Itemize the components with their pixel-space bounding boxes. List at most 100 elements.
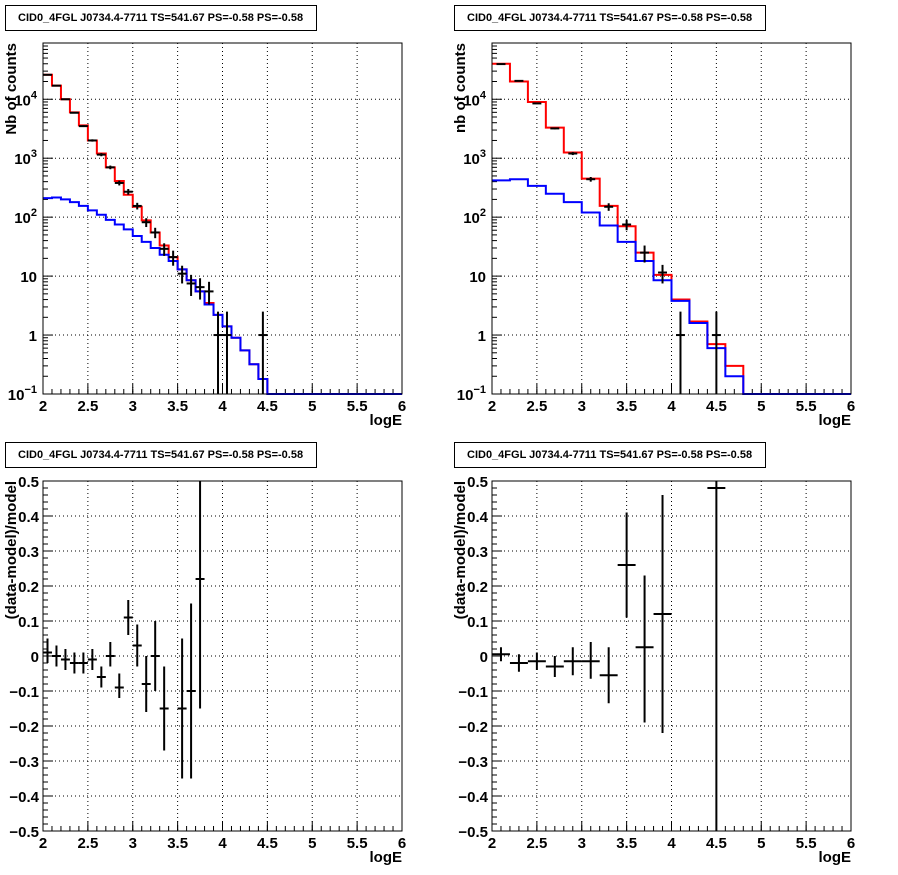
x-tick-label: 2.5 — [526, 398, 547, 415]
data-point — [96, 666, 106, 688]
data-point — [69, 111, 79, 114]
data-point — [132, 202, 142, 210]
data-point — [496, 63, 506, 66]
y-tick-label: 102 — [463, 207, 486, 227]
x-tick-label: 4 — [667, 398, 676, 415]
x-tick-label: 3 — [578, 398, 586, 415]
data-point — [204, 281, 214, 305]
y-tick-label: 0.2 — [467, 579, 488, 596]
data-point — [622, 219, 632, 231]
x-tick-label: 3 — [129, 835, 137, 852]
plot-frame — [491, 42, 852, 395]
data-point — [60, 98, 70, 101]
chart-panel-1: 2 2.5 3 3.5 4 4.5 5 5.5 6 10−1 1 10 102 103 104 logE nb … — [452, 42, 855, 429]
x-tick-label: 5.5 — [796, 835, 817, 852]
plot-frame — [491, 480, 852, 832]
data-point — [568, 152, 578, 156]
x-tick-label: 5.5 — [796, 398, 817, 415]
data-point — [635, 575, 654, 723]
data-point — [258, 311, 268, 394]
data-point — [186, 603, 196, 779]
x-tick-label: 2.5 — [77, 398, 98, 415]
y-tick-label: 0.3 — [467, 544, 488, 561]
y-tick-label: 0.1 — [18, 614, 39, 631]
x-tick-label: 2.5 — [77, 835, 98, 852]
data-point — [711, 311, 721, 394]
x-tick-label: 4.5 — [706, 835, 727, 852]
y-tick-label: −0.3 — [458, 754, 488, 771]
y-tick-label: 10 — [20, 269, 37, 286]
data-point — [87, 649, 97, 670]
y-tick-label: 0.4 — [467, 509, 489, 526]
x-tick-label: 3.5 — [616, 398, 637, 415]
data-point — [527, 652, 546, 670]
y-tick-label: 104 — [463, 89, 487, 109]
data-point — [604, 203, 614, 211]
x-tick-label: 4 — [218, 835, 227, 852]
data-point — [186, 274, 196, 296]
data-point — [675, 311, 685, 394]
series-total-model — [492, 62, 851, 395]
data-point — [78, 652, 88, 674]
x-tick-label: 6 — [398, 835, 406, 852]
data-point — [532, 102, 542, 105]
panel-title-bottom-right: CID0_4FGL J0734.4-7711 TS=541.67 PS=-0.5… — [454, 442, 766, 468]
x-tick-label: 3.5 — [167, 398, 188, 415]
y-tick-label: −0.1 — [458, 684, 488, 701]
data-point — [563, 647, 582, 676]
y-tick-label: 0.4 — [18, 509, 40, 526]
data-point — [640, 245, 650, 263]
data-point — [222, 311, 232, 394]
data-point — [509, 654, 528, 672]
panel-title-bottom-left: CID0_4FGL J0734.4-7711 TS=541.67 PS=-0.5… — [5, 442, 317, 468]
data-point — [514, 79, 524, 82]
chart-panel-0: 2 2.5 3 3.5 4 4.5 5 5.5 6 10−1 1 10 102 103 104 logE Nb … — [3, 42, 406, 429]
data-point — [69, 652, 79, 674]
y-tick-label: 103 — [463, 148, 486, 168]
data-point — [177, 265, 187, 284]
data-point — [586, 176, 596, 182]
data-point — [617, 512, 636, 618]
y-axis-label: (data-model)/model — [452, 481, 469, 619]
y-tick-label: −0.3 — [9, 754, 39, 771]
y-tick-label: −0.4 — [9, 789, 39, 806]
x-tick-label: 4 — [667, 835, 676, 852]
y-tick-label: 104 — [14, 89, 38, 109]
y-tick-label: 0 — [480, 649, 488, 666]
data-point — [105, 642, 115, 667]
x-tick-label: 2 — [39, 835, 47, 852]
x-tick-label: 6 — [847, 398, 855, 415]
data-point — [581, 642, 600, 679]
x-tick-label: 5 — [757, 398, 765, 415]
data-point — [132, 624, 142, 667]
data-point — [87, 139, 97, 142]
x-tick-label: 3.5 — [167, 835, 188, 852]
x-tick-label: 6 — [398, 398, 406, 415]
x-tick-label: 3.5 — [616, 835, 637, 852]
x-tick-label: 5 — [308, 835, 316, 852]
data-point — [168, 250, 178, 266]
x-axis-label: logE — [370, 849, 403, 866]
data-point — [195, 481, 205, 709]
data-point — [123, 600, 133, 635]
data-point — [150, 621, 160, 691]
data-point — [114, 673, 124, 698]
x-tick-label: 4.5 — [257, 398, 278, 415]
y-tick-label: 1 — [478, 328, 486, 345]
x-tick-label: 3 — [578, 835, 586, 852]
data-point — [492, 647, 510, 662]
data-point — [43, 73, 52, 76]
y-axis-label: nb of counts — [452, 43, 469, 133]
data-point — [159, 243, 169, 256]
x-tick-label: 6 — [847, 835, 855, 852]
x-tick-label: 2 — [39, 398, 47, 415]
x-tick-label: 4 — [218, 398, 227, 415]
y-axis-label: Nb of counts — [3, 43, 20, 135]
y-tick-label: 10−1 — [8, 384, 37, 404]
data-point — [707, 481, 726, 831]
y-tick-label: 0.2 — [18, 579, 39, 596]
y-axis-label: (data-model)/model — [3, 481, 20, 619]
data-point — [213, 311, 223, 394]
data-point — [123, 189, 133, 195]
